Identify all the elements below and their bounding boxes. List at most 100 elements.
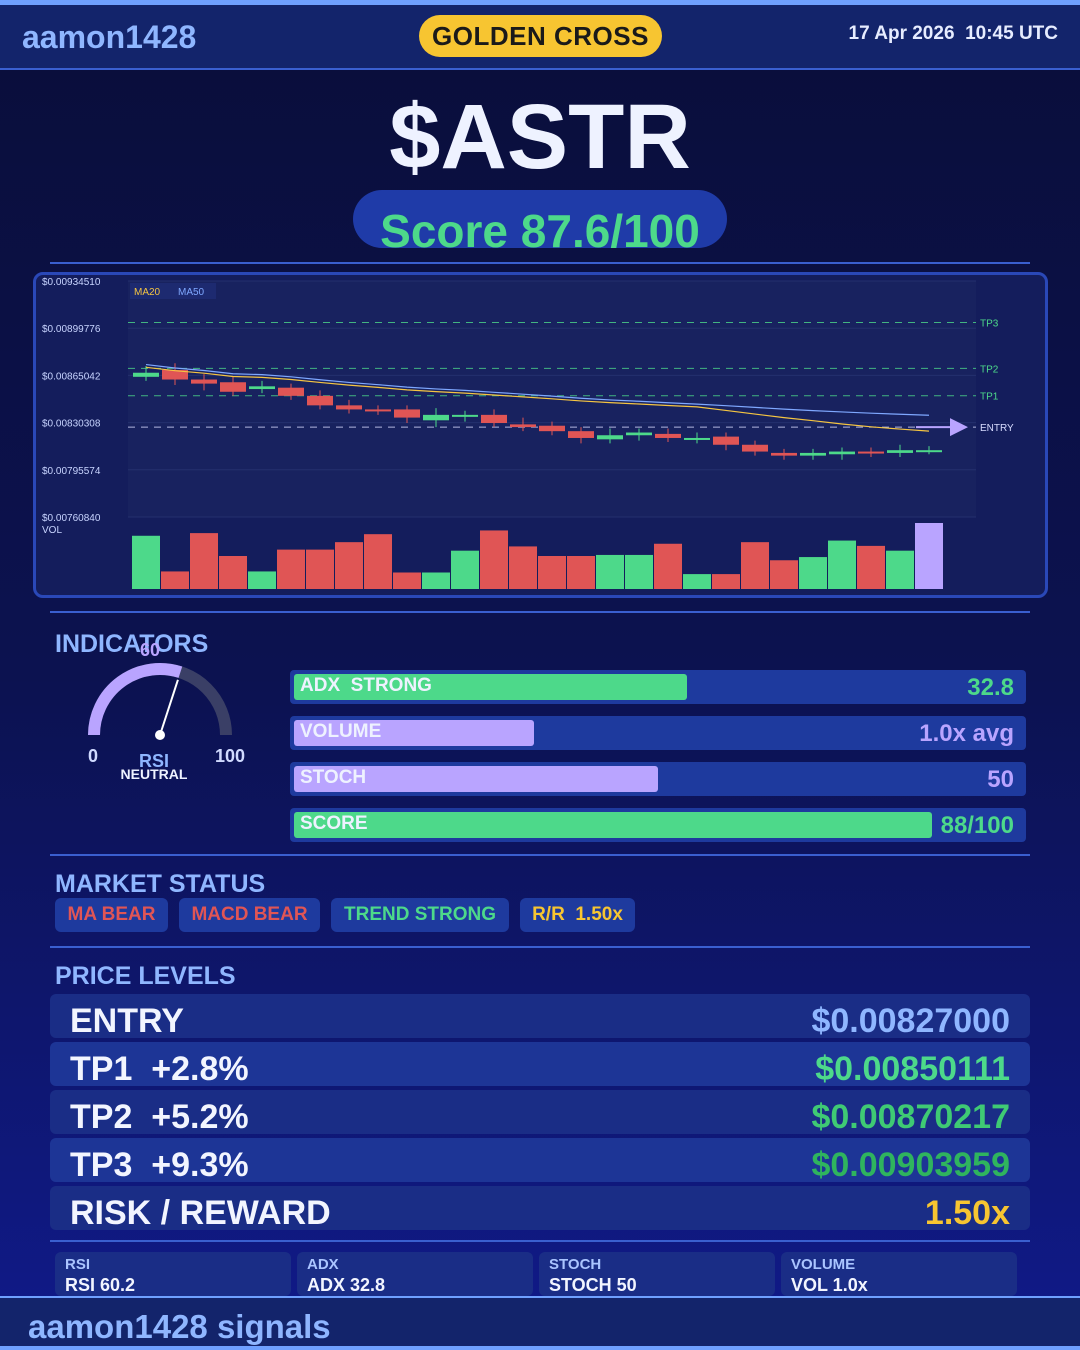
volume-bar bbox=[625, 554, 653, 589]
indicator-bar-label: SCORE bbox=[300, 813, 368, 834]
candle-body bbox=[481, 414, 507, 424]
summary-card-title: STOCH bbox=[549, 1256, 602, 1273]
gauge-state: NEUTRAL bbox=[121, 766, 188, 782]
volume-bar bbox=[480, 530, 508, 589]
indicator-bar-fill bbox=[294, 812, 932, 838]
gauge-max: 100 bbox=[215, 746, 245, 766]
timestamp: 17 Apr 2026 10:45 UTC bbox=[848, 23, 1058, 44]
gauge-min: 0 bbox=[88, 746, 98, 766]
summary-card-value: VOL 1.0x bbox=[791, 1275, 868, 1295]
ticker-symbol: $ASTR bbox=[389, 86, 691, 188]
indicator-bar-value: 50 bbox=[987, 766, 1014, 793]
price-level-value: $0.00827000 bbox=[811, 1002, 1010, 1040]
indicator-bar-fill bbox=[294, 674, 688, 700]
indicator-bar-fill bbox=[294, 766, 658, 792]
signal-badge: GOLDEN CROSS bbox=[419, 15, 662, 57]
price-level-name: RISK / REWARD bbox=[70, 1194, 331, 1232]
volume-bar bbox=[857, 545, 885, 589]
indicator-bar-fill bbox=[294, 720, 535, 746]
divider bbox=[50, 1240, 1030, 1242]
volume-bar bbox=[828, 540, 856, 589]
summary-card-title: RSI bbox=[65, 1256, 91, 1273]
indicator-bar-score: SCORE 88/100 bbox=[290, 808, 1026, 842]
price-level-value: $0.00850111 bbox=[815, 1050, 1010, 1088]
status-chip: MA BEAR bbox=[55, 898, 168, 932]
candle-body bbox=[162, 370, 188, 380]
price-level-row: TP1 +2.8% $0.00850111 bbox=[50, 1042, 1030, 1088]
volume-bar bbox=[799, 557, 827, 589]
divider bbox=[50, 262, 1030, 264]
indicator-bar-value: 88/100 bbox=[940, 812, 1014, 839]
candle-body bbox=[539, 425, 565, 432]
volume-bar bbox=[248, 571, 276, 589]
candle-body bbox=[916, 450, 942, 453]
summary-card-value: ADX 32.8 bbox=[307, 1275, 386, 1295]
summary-card-adx: ADX ADX 32.8 bbox=[297, 1252, 533, 1296]
price-level-name: ENTRY bbox=[70, 1002, 184, 1040]
y-tick-label: $0.00865042 bbox=[42, 371, 101, 382]
candle-body bbox=[829, 451, 855, 455]
gauge-pivot bbox=[155, 730, 165, 740]
price-level-row: ENTRY $0.00827000 bbox=[50, 994, 1030, 1040]
gauge-needle bbox=[159, 679, 179, 736]
indicator-bar-label: VOLUME bbox=[300, 721, 382, 742]
volume-bar bbox=[683, 574, 711, 589]
summary-card-title: ADX bbox=[307, 1256, 339, 1273]
volume-bar bbox=[393, 572, 421, 589]
candle-body bbox=[713, 436, 739, 445]
footer-bar: aamon1428 signals bbox=[0, 1296, 1080, 1350]
gauge-value: 60 bbox=[140, 640, 160, 660]
candle-body bbox=[626, 432, 652, 436]
footer-text: aamon1428 signals bbox=[28, 1308, 331, 1345]
price-level-name: TP2 +5.2% bbox=[70, 1098, 249, 1136]
candle-body bbox=[510, 424, 536, 428]
price-level-name: TP1 +2.8% bbox=[70, 1050, 249, 1088]
price-level-row: RISK / REWARD 1.50x bbox=[50, 1186, 1030, 1232]
indicator-bar-label: ADX STRONG bbox=[300, 675, 432, 696]
candle-body bbox=[220, 382, 246, 392]
volume-bar bbox=[161, 571, 189, 589]
legend-ma20: MA20 bbox=[134, 287, 161, 298]
price-level-name: TP3 +9.3% bbox=[70, 1146, 249, 1184]
score-text: Score 87.6/100 bbox=[380, 205, 700, 248]
candle-body bbox=[655, 433, 681, 438]
candle-body bbox=[684, 437, 710, 440]
volume-label: VOL bbox=[42, 525, 62, 536]
level-label-entry: ENTRY bbox=[980, 423, 1014, 434]
volume-bar bbox=[219, 556, 247, 589]
y-tick-label: $0.00899776 bbox=[42, 324, 101, 335]
candle-body bbox=[365, 409, 391, 412]
volume-bar bbox=[451, 550, 479, 589]
candle-body bbox=[307, 395, 333, 406]
volume-bar bbox=[654, 543, 682, 589]
level-label-tp1: TP1 bbox=[980, 392, 999, 403]
volume-bar bbox=[132, 535, 160, 589]
ma20-line bbox=[145, 366, 930, 432]
indicator-bar-value: 1.0x avg bbox=[919, 720, 1014, 747]
candle-body bbox=[771, 452, 797, 456]
volume-bar bbox=[306, 549, 334, 589]
top-bar: aamon1428 GOLDEN CROSS 17 Apr 2026 10:45… bbox=[0, 0, 1080, 70]
candle-body bbox=[394, 409, 420, 418]
level-label-tp2: TP2 bbox=[980, 364, 999, 375]
legend-box bbox=[130, 283, 216, 299]
candle-body bbox=[568, 431, 594, 438]
indicator-bar-stoch: STOCH 50 bbox=[290, 762, 1026, 796]
candle-body bbox=[278, 387, 304, 396]
price-chart: $0.00934510 $0.00899776 $0.00865042 $0.0083… bbox=[42, 277, 1014, 589]
entry-arrow-icon bbox=[950, 418, 968, 437]
y-tick-label: $0.00795574 bbox=[42, 466, 101, 477]
gauge-fill bbox=[88, 663, 183, 736]
price-level-row: TP2 +5.2% $0.00870217 bbox=[50, 1090, 1030, 1136]
indicators-title: INDICATORS bbox=[55, 630, 209, 658]
divider bbox=[50, 611, 1030, 613]
candle-body bbox=[742, 444, 768, 452]
volume-bar bbox=[712, 574, 740, 589]
summary-card-value: RSI 60.2 bbox=[65, 1275, 136, 1295]
volume-bar bbox=[741, 542, 769, 589]
indicator-bar-value: 32.8 bbox=[967, 674, 1014, 701]
volume-bar bbox=[277, 549, 305, 589]
legend-ma50: MA50 bbox=[178, 287, 205, 298]
summary-card-stoch: STOCH STOCH 50 bbox=[539, 1252, 775, 1296]
ma50-line bbox=[145, 363, 930, 416]
